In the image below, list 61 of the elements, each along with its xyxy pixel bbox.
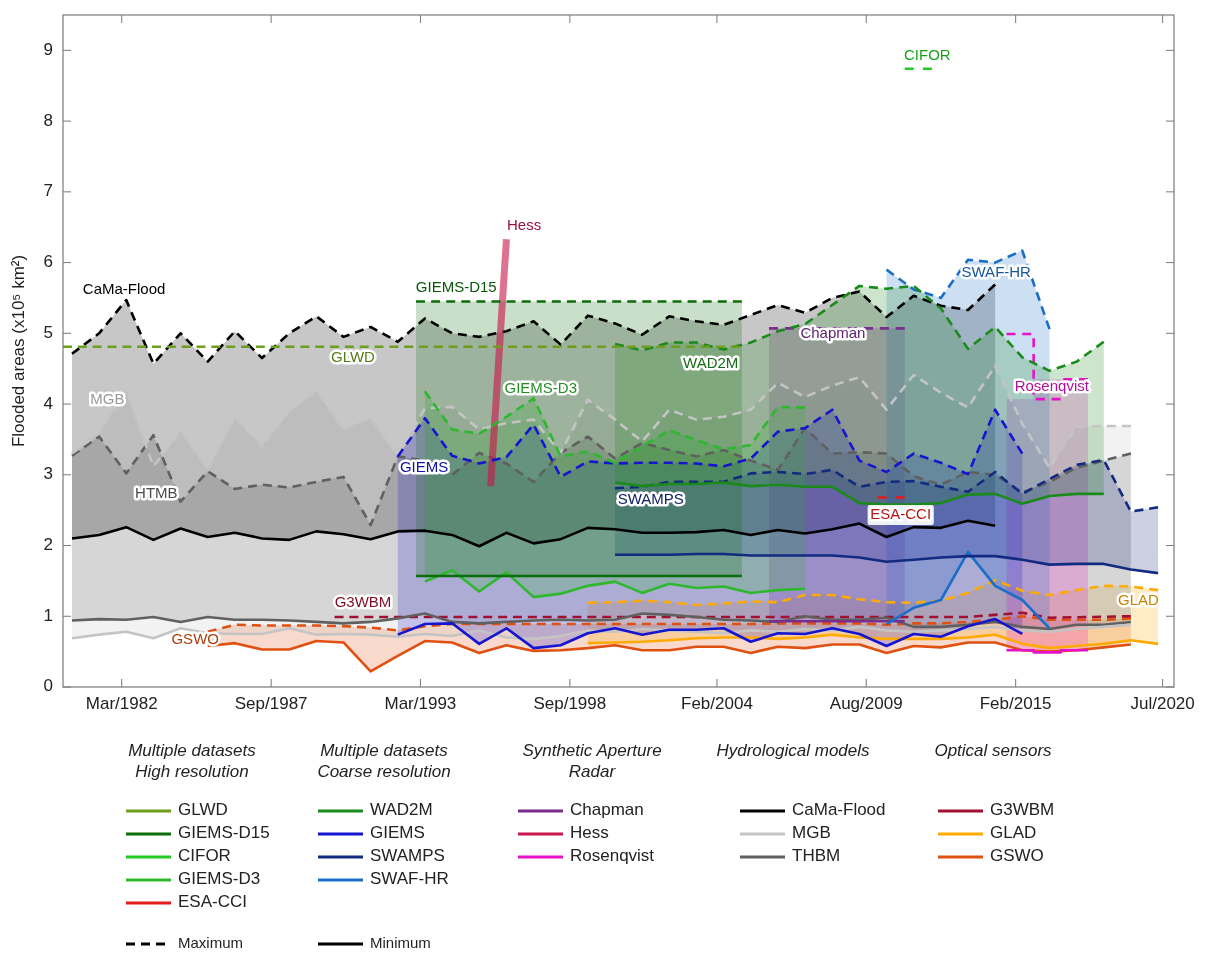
- annotation: SWAMPS: [617, 490, 684, 508]
- annotation: Hess: [506, 215, 542, 233]
- annotation: GLWD: [331, 347, 376, 365]
- x-tick-label: Aug/2009: [829, 694, 903, 713]
- y-tick-label: 1: [43, 605, 53, 625]
- y-tick-label: 9: [43, 39, 53, 59]
- text: Synthetic Aperture Radar: [522, 741, 662, 781]
- x-tick-label: Feb/2015: [979, 694, 1052, 713]
- legend-label: SWAF-HR: [370, 869, 449, 889]
- text: Minimum: [370, 933, 431, 951]
- y-axis-title: Flooded areas (x10⁵ km²): [9, 254, 28, 448]
- x-tick-label: Sep/1987: [234, 694, 308, 713]
- annotation: CIFOR: [904, 45, 951, 63]
- text: Multiple datasets High resolution: [128, 741, 257, 781]
- annotation: GIEMS-D15: [415, 277, 497, 295]
- legend-label: MGB: [792, 823, 831, 843]
- y-tick-label: 8: [43, 110, 53, 130]
- legend-label: Chapman: [570, 800, 644, 820]
- legend-label: THBM: [792, 846, 841, 866]
- legend-label: Rosenqvist: [570, 846, 655, 866]
- text: Hydrological models: [716, 741, 871, 760]
- x-tick-label: Mar/1982: [85, 694, 158, 713]
- annotation: SWAF-HR: [961, 263, 1032, 281]
- annotation: G3WBM: [334, 592, 392, 610]
- legend-label: GIEMS: [370, 823, 425, 843]
- y-tick-label: 5: [43, 322, 53, 342]
- annotation: Chapman: [800, 324, 866, 342]
- text: Multiple datasets Coarse resolution: [317, 741, 451, 781]
- y-tick-label: 0: [43, 676, 53, 696]
- x-tick-label: Jul/2020: [1130, 694, 1195, 713]
- legend-label: G3WBM: [990, 800, 1055, 820]
- legend-label: GIEMS-D3: [178, 869, 261, 889]
- legend-label: CIFOR: [178, 846, 231, 866]
- legend-label: GLAD: [990, 823, 1037, 843]
- legend-label: GIEMS-D15: [178, 823, 270, 843]
- x-tick-label: Feb/2004: [681, 694, 753, 713]
- y-tick-label: 4: [43, 393, 53, 413]
- legend-label: GSWO: [990, 846, 1044, 866]
- y-tick-label: 3: [43, 464, 53, 484]
- annotation: Rosenqvist: [1014, 377, 1090, 395]
- annotation: HTMB: [135, 484, 178, 502]
- y-tick-label: 7: [43, 181, 53, 201]
- text: Optical sensors: [934, 741, 1053, 760]
- x-tick-label: Sep/1998: [533, 694, 607, 713]
- annotation: GSWO: [171, 629, 219, 647]
- x-tick-label: Mar/1993: [384, 694, 457, 713]
- legend-label: GLWD: [178, 800, 228, 820]
- legend-label: SWAMPS: [370, 846, 445, 866]
- annotation: WAD2M: [683, 353, 739, 371]
- annotation: CaMa-Flood: [82, 279, 166, 297]
- y-tick-label: 6: [43, 252, 53, 272]
- text: Maximum: [178, 933, 244, 951]
- annotation: MGB: [90, 390, 125, 408]
- annotation: GIEMS: [399, 457, 449, 475]
- annotation: GLAD: [1118, 590, 1160, 608]
- y-tick-label: 2: [43, 535, 53, 555]
- legend-label: CaMa-Flood: [792, 800, 886, 820]
- legend-label: ESA-CCI: [178, 892, 247, 912]
- legend-label: Hess: [570, 823, 609, 843]
- annotation: GIEMS-D3: [504, 379, 577, 397]
- legend-label: WAD2M: [370, 800, 433, 820]
